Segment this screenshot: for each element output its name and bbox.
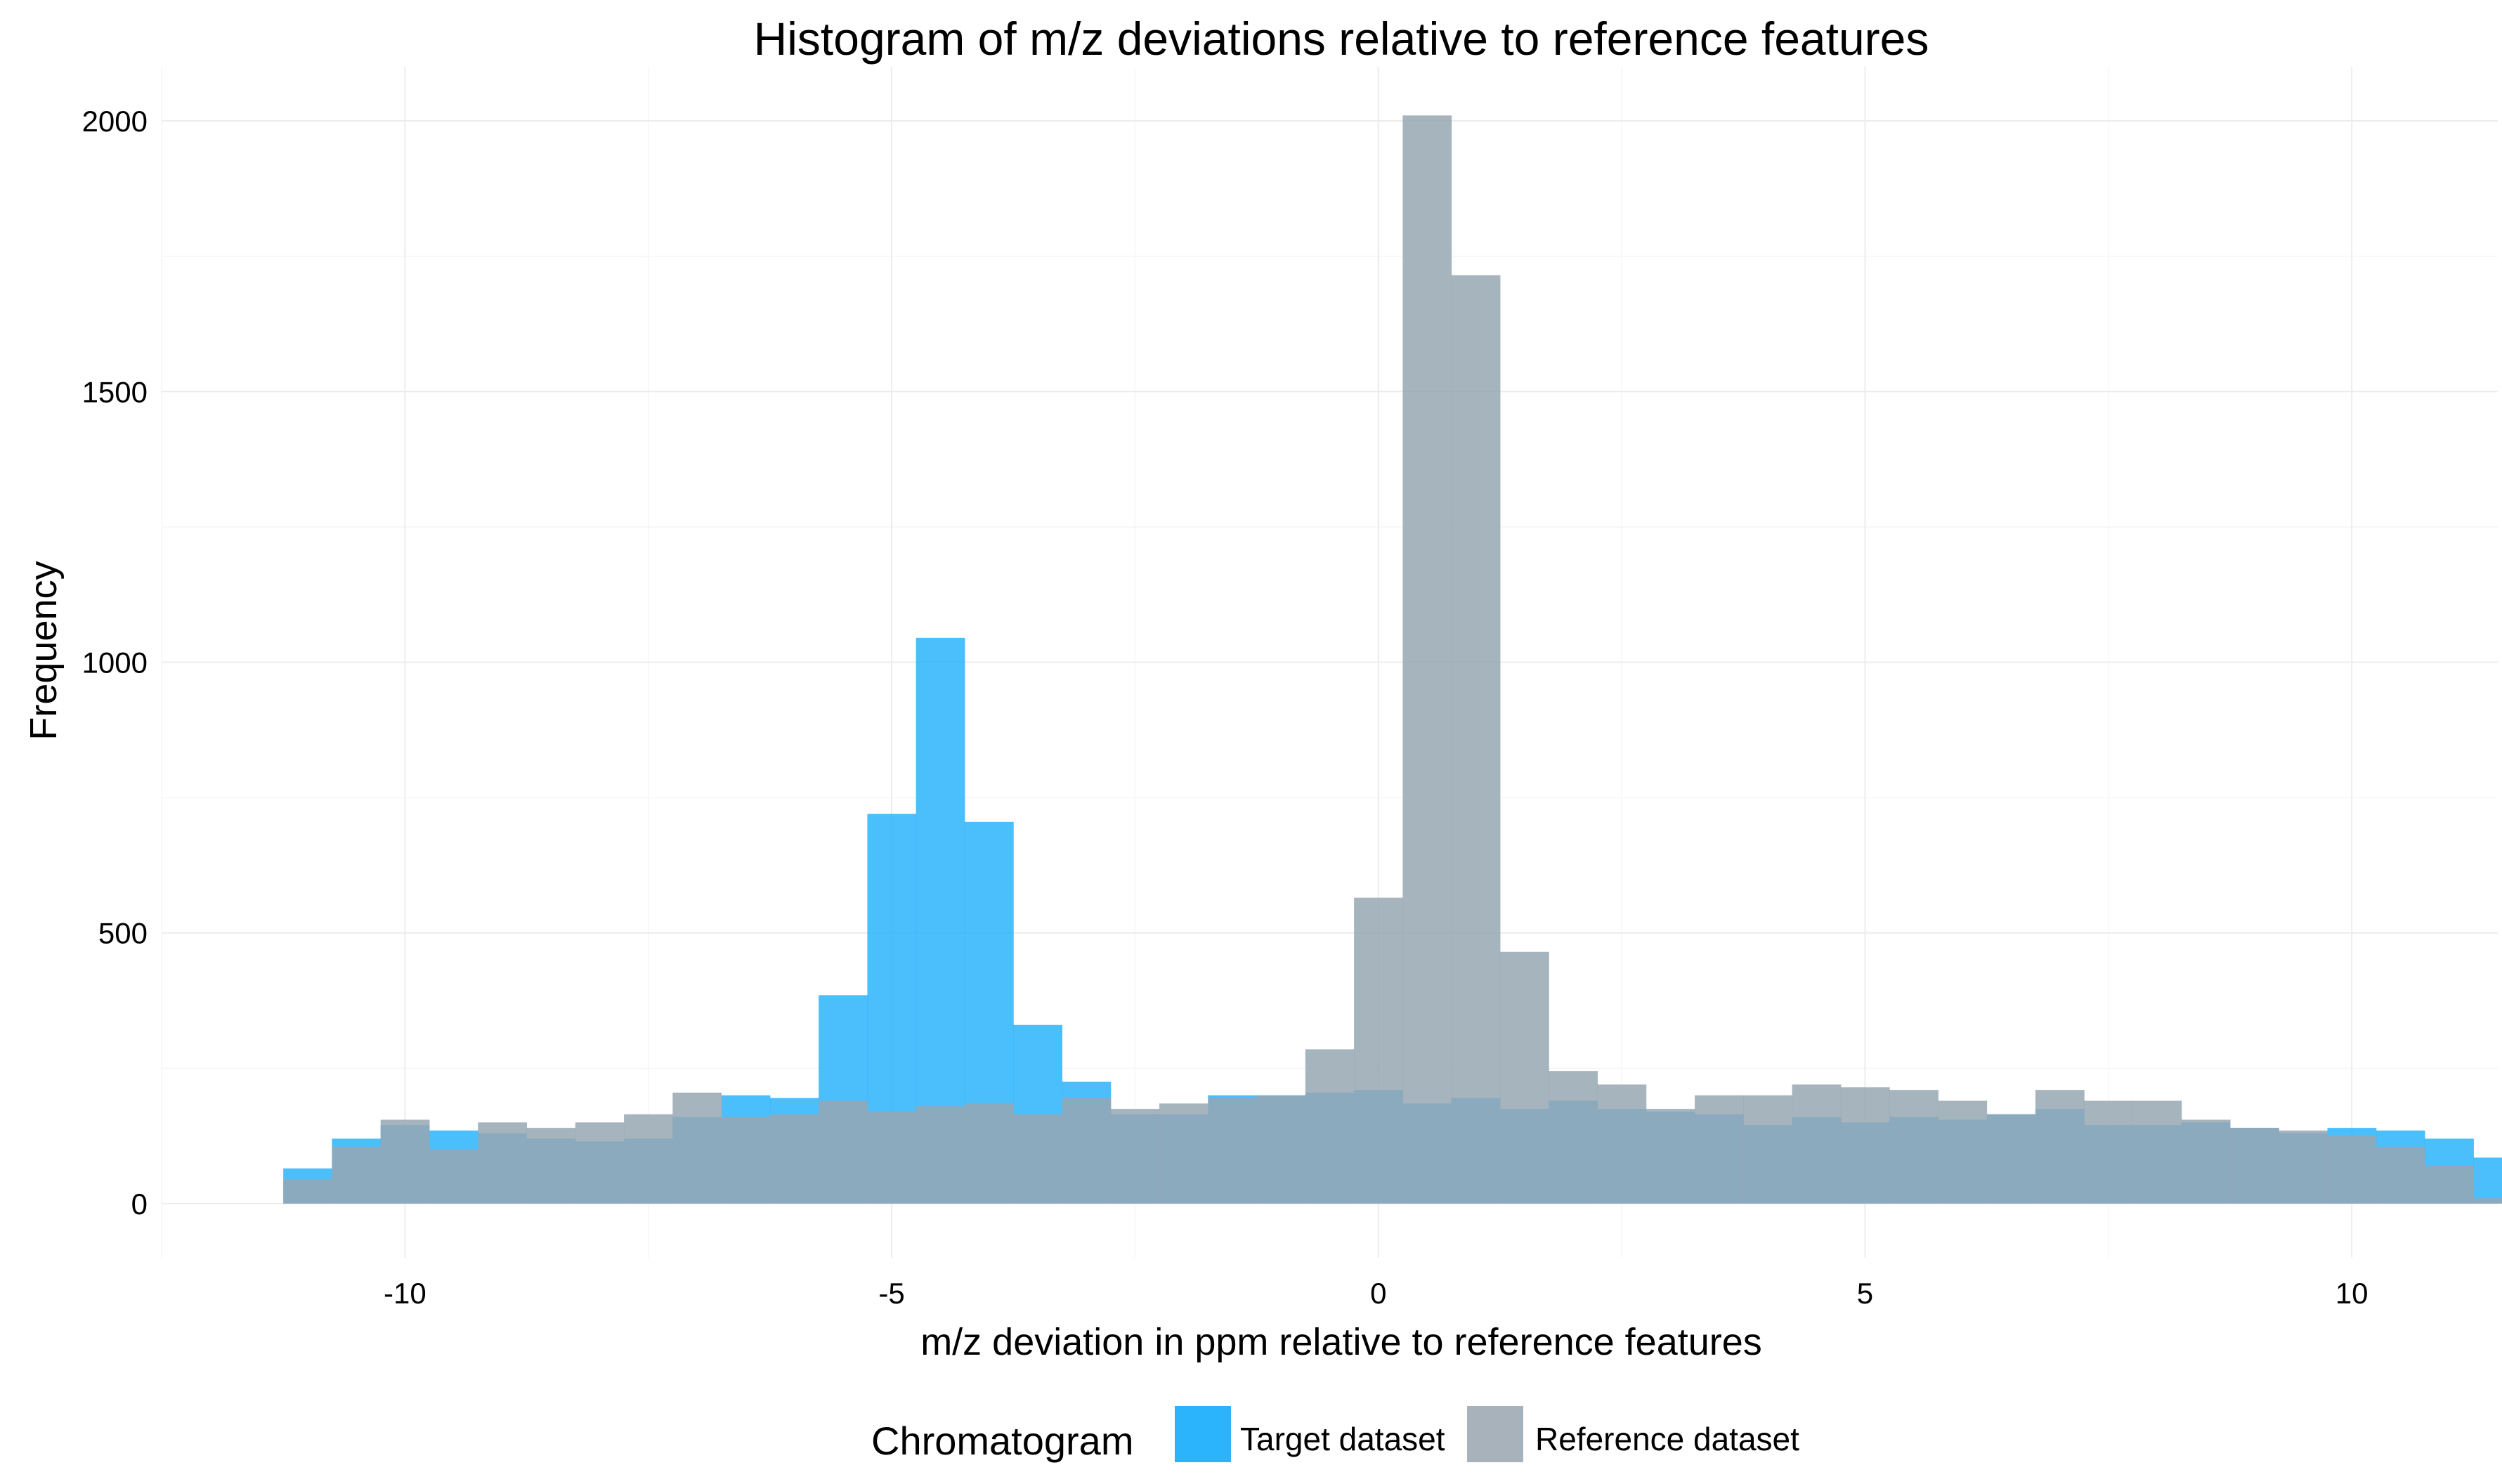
histogram-bars bbox=[283, 115, 2502, 1204]
histogram-bar bbox=[2230, 1128, 2279, 1204]
chart-title: Histogram of m/z deviations relative to … bbox=[754, 13, 1929, 65]
y-tick-label: 2000 bbox=[82, 105, 148, 138]
histogram-bar bbox=[769, 1114, 819, 1204]
histogram-bar bbox=[2181, 1119, 2231, 1204]
histogram-bar bbox=[721, 1117, 771, 1204]
y-tick-label: 0 bbox=[131, 1187, 148, 1221]
histogram-bar bbox=[1256, 1095, 1306, 1204]
histogram-bar bbox=[624, 1114, 673, 1204]
histogram-bar bbox=[1499, 951, 1549, 1204]
x-axis-label: m/z deviation in ppm relative to referen… bbox=[920, 1321, 1762, 1363]
legend-label-reference: Reference dataset bbox=[1535, 1421, 1799, 1457]
legend: Chromatogram Target dataset Reference da… bbox=[871, 1406, 1799, 1463]
histogram-bar bbox=[1208, 1098, 1258, 1204]
histogram-bar bbox=[2473, 1157, 2502, 1204]
legend-label-target: Target dataset bbox=[1240, 1421, 1445, 1457]
histogram-bar bbox=[1013, 1114, 1063, 1204]
histogram-bar bbox=[1986, 1114, 2036, 1204]
legend-swatch-reference bbox=[1467, 1406, 1523, 1462]
x-tick-label: -10 bbox=[384, 1277, 426, 1310]
histogram-bar bbox=[2132, 1100, 2182, 1204]
histogram-bar bbox=[1646, 1109, 1695, 1204]
legend-title: Chromatogram bbox=[871, 1419, 1133, 1463]
histogram-bar bbox=[2035, 1090, 2085, 1204]
histogram-bar bbox=[916, 1106, 965, 1204]
histogram-bar bbox=[1159, 1103, 1208, 1204]
legend-swatch-target bbox=[1175, 1406, 1231, 1462]
histogram-bar bbox=[819, 1100, 868, 1204]
histogram-bar bbox=[964, 1103, 1014, 1204]
histogram-bar bbox=[526, 1128, 576, 1204]
histogram-bar bbox=[429, 1149, 478, 1204]
histogram-bar bbox=[1840, 1087, 1890, 1204]
x-tick-label: 5 bbox=[1857, 1277, 1873, 1310]
histogram-bar bbox=[1792, 1084, 1842, 1204]
histogram-bar bbox=[1597, 1084, 1647, 1204]
histogram-bar bbox=[1402, 115, 1452, 1204]
histogram-bar bbox=[283, 1179, 332, 1204]
histogram-bar bbox=[1451, 275, 1501, 1204]
histogram-bar bbox=[2376, 1147, 2425, 1204]
histogram-bar bbox=[2327, 1135, 2377, 1204]
grid bbox=[161, 67, 2498, 1258]
histogram-bar bbox=[2425, 1166, 2474, 1204]
histogram-bar bbox=[867, 1111, 917, 1204]
histogram-bar bbox=[380, 1119, 430, 1204]
histogram-bar bbox=[332, 1147, 382, 1204]
histogram-bar bbox=[1743, 1095, 1793, 1204]
axes: -10 -5 0 5 10 0 500 1000 1500 2000 bbox=[82, 105, 2369, 1310]
y-axis-label: Frequency bbox=[22, 561, 65, 740]
histogram-bar bbox=[1062, 1098, 1112, 1204]
histogram-bar bbox=[1354, 897, 1403, 1204]
histogram-bar bbox=[1305, 1049, 1355, 1204]
y-tick-label: 1000 bbox=[82, 646, 148, 679]
y-tick-label: 1500 bbox=[82, 375, 148, 408]
histogram-bar bbox=[1695, 1095, 1744, 1204]
histogram-bar bbox=[1549, 1071, 1598, 1204]
x-tick-label: 0 bbox=[1370, 1277, 1386, 1310]
histogram-bar bbox=[1110, 1109, 1160, 1204]
histogram-bar bbox=[1938, 1100, 1988, 1204]
histogram-bar bbox=[672, 1093, 722, 1204]
histogram-bar bbox=[575, 1122, 625, 1204]
series-reference bbox=[283, 115, 2502, 1204]
histogram-bar bbox=[2473, 1198, 2502, 1204]
y-tick-label: 500 bbox=[98, 917, 148, 950]
histogram-bar bbox=[2084, 1100, 2133, 1204]
x-tick-label: -5 bbox=[878, 1277, 904, 1310]
x-tick-label: 10 bbox=[2335, 1277, 2369, 1310]
histogram-bar bbox=[1889, 1090, 1939, 1204]
histogram-bar bbox=[478, 1122, 528, 1204]
histogram-bar bbox=[2279, 1130, 2328, 1204]
